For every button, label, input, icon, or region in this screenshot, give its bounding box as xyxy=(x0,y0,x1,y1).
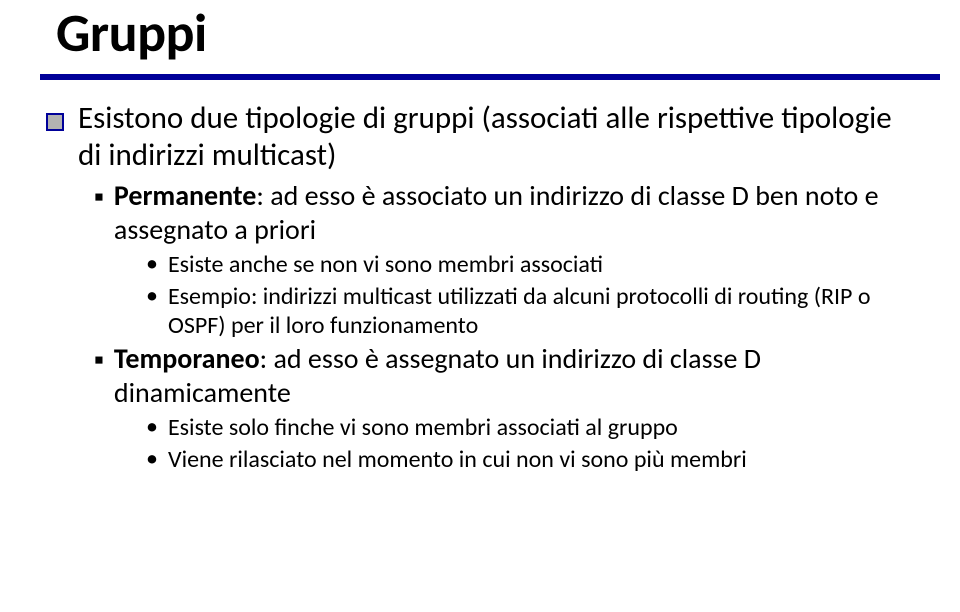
dot-bullet-icon: • xyxy=(146,250,158,279)
bullet-level2-permanente: ▪ Permanente: ad esso è associato un ind… xyxy=(94,179,920,246)
level2-text: Permanente: ad esso è associato un indir… xyxy=(114,179,920,246)
bullet-level3: • Esiste solo finche vi sono membri asso… xyxy=(146,413,920,442)
level2-text: Temporaneo: ad esso è assegnato un indir… xyxy=(114,342,920,409)
level1-text: Esistono due tipologie di gruppi (associ… xyxy=(78,100,920,173)
bullet-level3: • Esempio: indirizzi multicast utilizzat… xyxy=(146,282,920,341)
square-bullet-icon: ▪ xyxy=(94,180,104,213)
level3-text: Esempio: indirizzi multicast utilizzati … xyxy=(168,282,920,341)
title-rule xyxy=(40,74,940,80)
bullet-level2-temporaneo: ▪ Temporaneo: ad esso è assegnato un ind… xyxy=(94,342,920,409)
temporaneo-label: Temporaneo xyxy=(114,341,260,376)
slide-title: Gruppi xyxy=(56,0,920,66)
level3-text: Esiste solo finche vi sono membri associ… xyxy=(168,413,678,442)
slide-body: Esistono due tipologie di gruppi (associ… xyxy=(46,100,920,474)
square-bullet-icon: ▪ xyxy=(94,343,104,376)
bullet-level3: • Esiste anche se non vi sono membri ass… xyxy=(146,250,920,279)
dot-bullet-icon: • xyxy=(146,413,158,442)
level3-text: Viene rilasciato nel momento in cui non … xyxy=(168,445,747,474)
dot-bullet-icon: • xyxy=(146,282,158,311)
bullet-level3: • Viene rilasciato nel momento in cui no… xyxy=(146,445,920,474)
permanente-label: Permanente xyxy=(114,178,256,213)
bullet-level1: Esistono due tipologie di gruppi (associ… xyxy=(46,100,920,173)
slide: Gruppi Esistono due tipologie di gruppi … xyxy=(0,0,960,612)
square-icon xyxy=(46,113,64,136)
level3-text: Esiste anche se non vi sono membri assoc… xyxy=(168,250,603,279)
dot-bullet-icon: • xyxy=(146,445,158,474)
